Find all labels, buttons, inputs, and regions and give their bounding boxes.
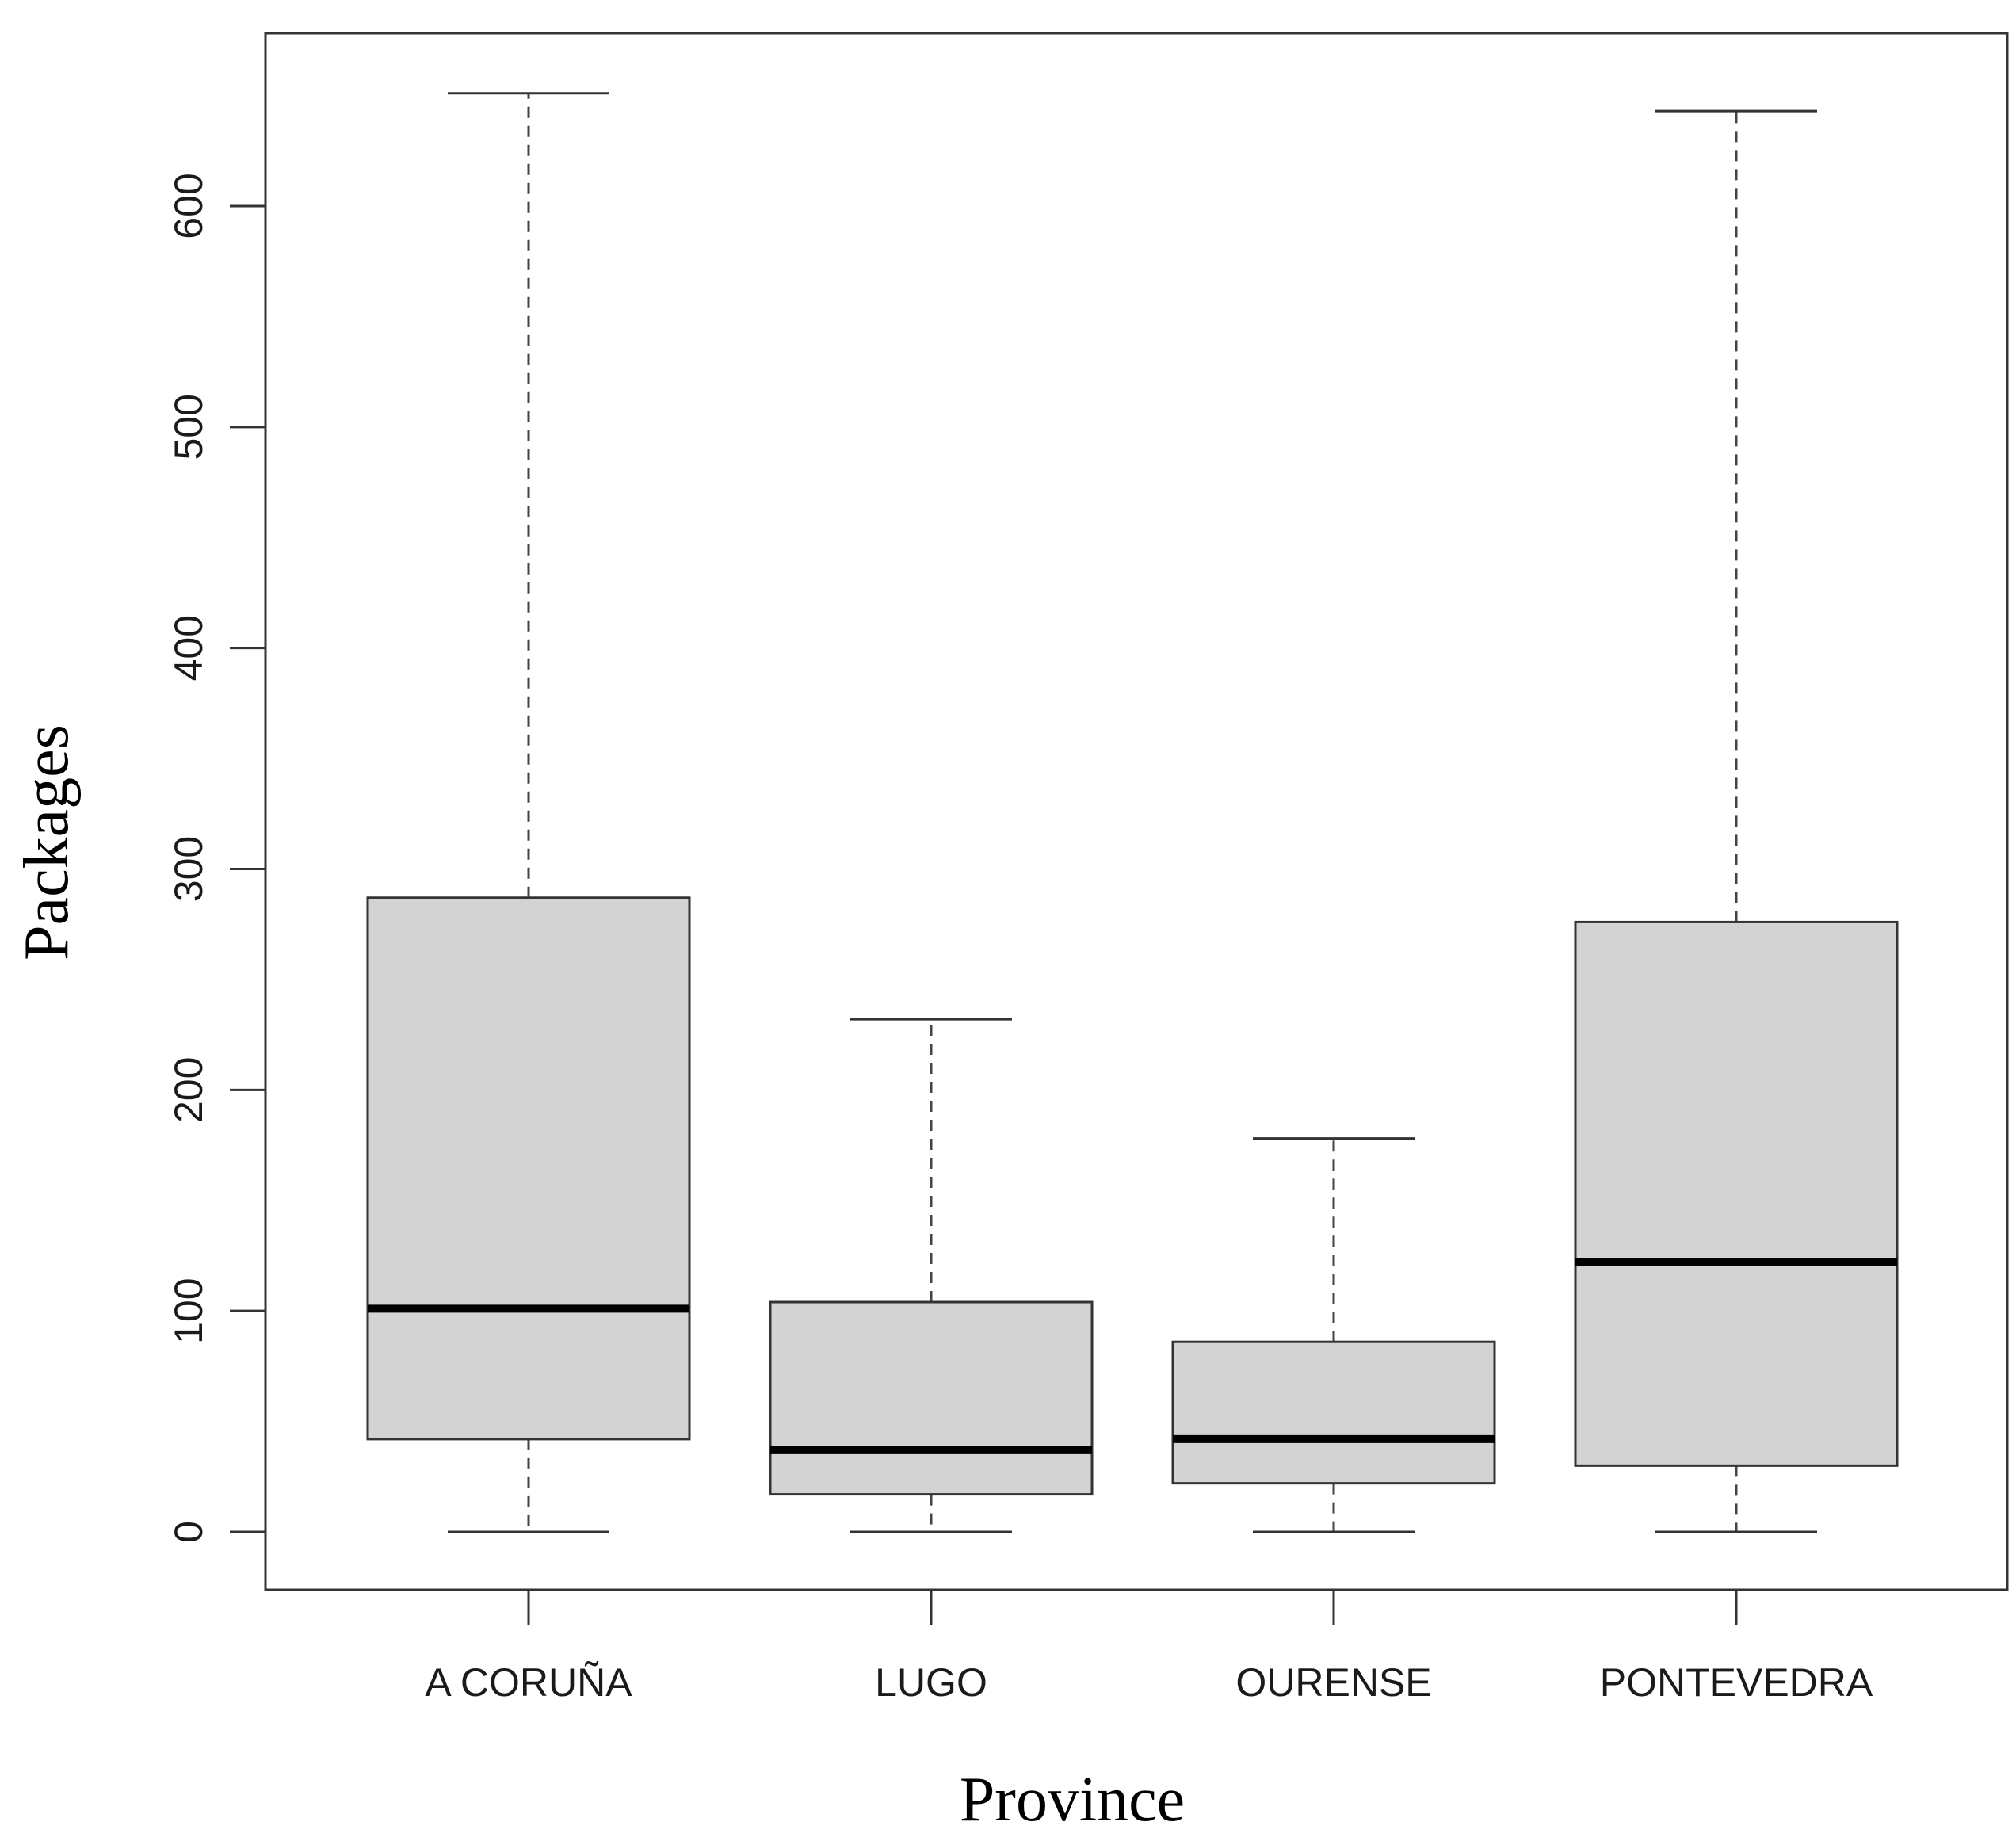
boxes-layer: [366, 92, 1899, 1533]
x-tick-label-3: PONTEVEDRA: [1600, 1660, 1873, 1705]
y-axis-title: Packages: [12, 724, 82, 961]
y-tick-label-600: 600: [166, 173, 211, 239]
y-tick-label-500: 500: [166, 394, 211, 460]
box-group-3: [1574, 109, 1899, 1533]
box-3: [1574, 920, 1899, 1467]
y-tick-label-100: 100: [166, 1277, 211, 1343]
box-0: [366, 896, 691, 1441]
box-1: [769, 1300, 1094, 1496]
box-2: [1171, 1340, 1496, 1485]
box-group-0: [366, 92, 691, 1533]
y-tick-label-0: 0: [166, 1521, 211, 1543]
x-axis-title: Province: [960, 1765, 1185, 1835]
x-tick-label-2: OURENSE: [1235, 1660, 1431, 1705]
x-axis: A CORUÑA LUGO OURENSE PONTEVEDRA: [425, 1590, 1873, 1705]
y-tick-label-300: 300: [166, 836, 211, 902]
box-group-1: [769, 1018, 1094, 1533]
x-tick-label-1: LUGO: [875, 1660, 987, 1705]
y-tick-label-200: 200: [166, 1057, 211, 1123]
y-tick-label-400: 400: [166, 615, 211, 681]
x-tick-label-0: A CORUÑA: [425, 1660, 632, 1705]
y-axis: 0 100 200 300 400 500 600: [166, 173, 267, 1543]
box-group-2: [1171, 1137, 1496, 1533]
